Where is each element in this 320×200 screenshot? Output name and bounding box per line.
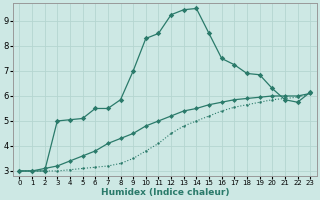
X-axis label: Humidex (Indice chaleur): Humidex (Indice chaleur)	[100, 188, 229, 197]
